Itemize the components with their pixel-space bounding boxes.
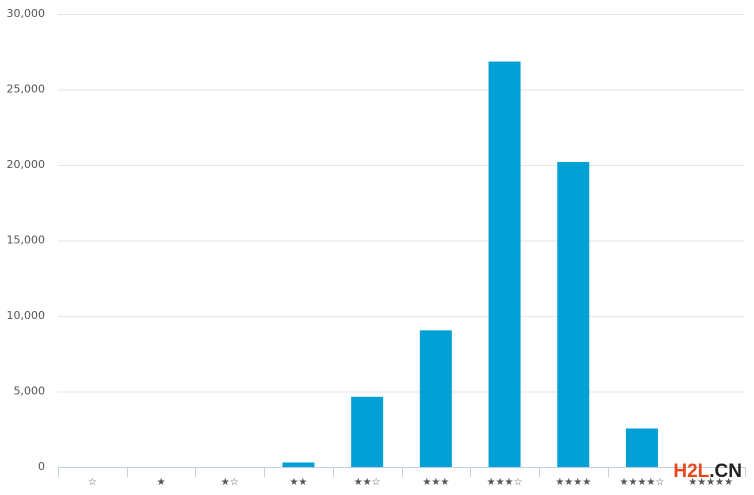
x-tick-label: ★☆ <box>221 477 239 488</box>
x-tick-label: ★★★★ <box>555 477 591 488</box>
bar <box>488 61 521 467</box>
x-tick-label: ★ <box>157 477 166 488</box>
bar <box>351 396 384 467</box>
x-tick-label: ☆ <box>88 477 97 488</box>
x-tick-label: ★★ <box>289 477 307 488</box>
x-tick-label: ★★★★☆ <box>620 477 665 488</box>
bar <box>557 161 590 468</box>
x-tick-label: ★★★ <box>422 477 449 488</box>
y-tick-label: 25,000 <box>7 83 46 96</box>
watermark: H2L.CN <box>673 461 742 482</box>
bar <box>282 462 315 467</box>
watermark-part: .CN <box>709 461 742 482</box>
y-tick-label: 30,000 <box>7 7 46 20</box>
x-tick-label: ★★★☆ <box>487 477 523 488</box>
watermark-part: H2L <box>673 461 709 482</box>
bar <box>419 330 452 467</box>
y-tick-label: 0 <box>38 460 45 473</box>
bar <box>625 428 658 467</box>
y-tick-label: 10,000 <box>7 309 46 322</box>
y-tick-label: 5,000 <box>14 385 46 398</box>
y-tick-label: 15,000 <box>7 234 46 247</box>
y-tick-label: 20,000 <box>7 158 46 171</box>
x-tick-label: ★★☆ <box>354 477 381 488</box>
x-tick-label: ★★★★★ <box>688 477 733 488</box>
